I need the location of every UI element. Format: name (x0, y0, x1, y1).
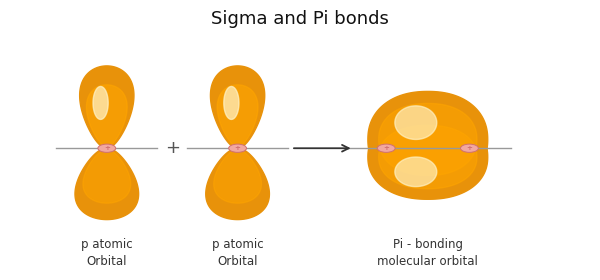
Polygon shape (75, 148, 139, 220)
Text: +: + (383, 145, 389, 151)
Circle shape (229, 144, 247, 152)
Polygon shape (379, 103, 477, 176)
Polygon shape (379, 125, 477, 189)
Polygon shape (224, 87, 239, 119)
Text: +: + (235, 145, 241, 151)
Text: +: + (466, 145, 472, 151)
Polygon shape (206, 148, 269, 220)
Polygon shape (86, 85, 127, 147)
Text: Pi - bonding
molecular orbital: Pi - bonding molecular orbital (377, 237, 478, 267)
Polygon shape (80, 66, 134, 148)
Polygon shape (83, 150, 131, 203)
Polygon shape (214, 150, 262, 203)
Circle shape (460, 144, 478, 152)
Circle shape (377, 144, 395, 152)
Text: p atomic
Orbital: p atomic Orbital (81, 237, 133, 267)
Text: p atomic
Orbital: p atomic Orbital (212, 237, 263, 267)
Text: Sigma and Pi bonds: Sigma and Pi bonds (211, 10, 389, 28)
Polygon shape (368, 92, 488, 188)
Text: +: + (164, 139, 179, 157)
Text: +: + (104, 145, 110, 151)
Polygon shape (368, 115, 488, 199)
Polygon shape (93, 87, 108, 119)
Polygon shape (211, 66, 265, 148)
Polygon shape (395, 106, 437, 139)
Circle shape (98, 144, 116, 152)
Polygon shape (395, 157, 437, 186)
Polygon shape (217, 85, 258, 147)
